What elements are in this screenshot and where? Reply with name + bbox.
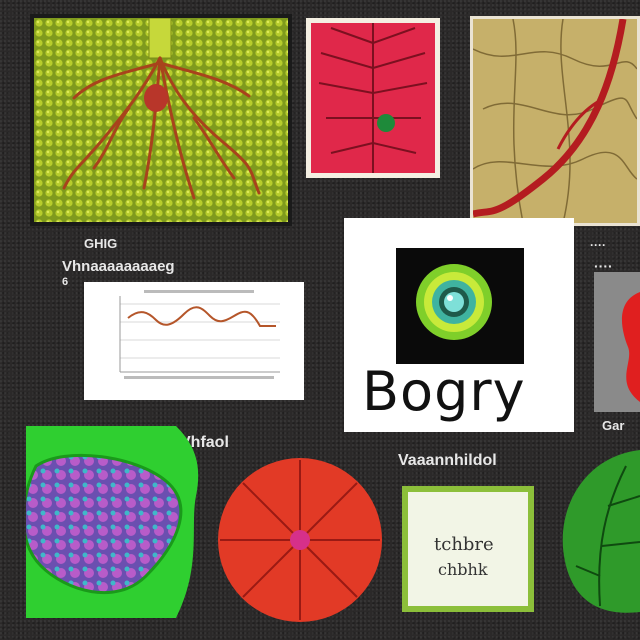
label-left-small: GHIG (84, 236, 118, 251)
label-center: Vaaannhildol (398, 452, 497, 469)
label-right-small: ···· (590, 238, 606, 252)
root-vein-panel (30, 14, 292, 226)
label-right-bottom: Gar (602, 418, 625, 433)
red-leaf-panel (306, 18, 440, 178)
note-line-1: tchbre (434, 534, 494, 555)
red-organ-panel (594, 272, 640, 412)
logo-card: Bogry (344, 218, 574, 432)
red-organ-illustration (594, 272, 640, 412)
root-vein-illustration (34, 18, 288, 222)
cell-cluster-illustration (26, 426, 199, 618)
green-leaf-illustration (562, 450, 640, 613)
label-right-main: ···· (594, 258, 613, 274)
label-middle: Vhfaol (180, 434, 229, 451)
note-card: tchbre chbhk (402, 486, 534, 612)
logo-title: Bogry (362, 360, 526, 423)
eye-logo-icon (396, 248, 524, 364)
label-left-main: Vhnaaaaaaaaeg (62, 258, 175, 275)
red-leaf-illustration (311, 23, 435, 173)
cell-cluster-panel (26, 426, 202, 618)
red-flower-panel (214, 454, 386, 624)
gold-vein-illustration (473, 19, 637, 223)
line-chart-card (84, 282, 304, 400)
line-chart (119, 290, 280, 379)
green-leaf-panel (556, 446, 640, 616)
note-line-2: chbhk (438, 560, 488, 579)
gold-vein-panel (470, 16, 640, 226)
label-left-tiny: 6 (62, 276, 69, 288)
red-flower-illustration (218, 458, 382, 622)
